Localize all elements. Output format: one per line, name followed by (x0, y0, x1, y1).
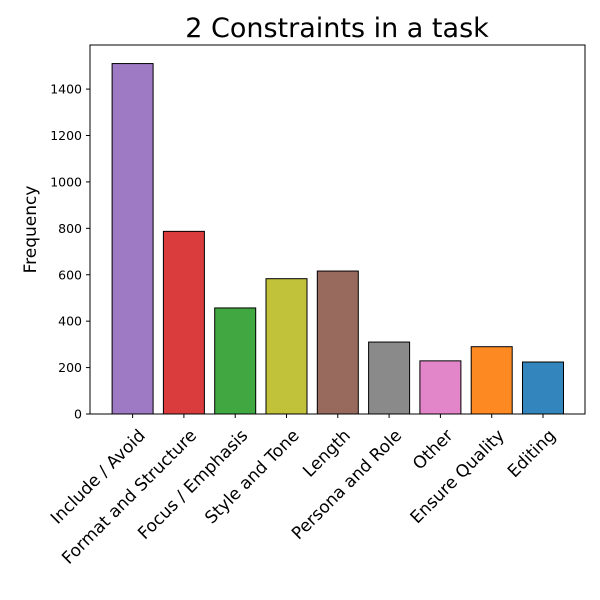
plot-frame (89, 44, 586, 415)
y-tick-label: 200 (58, 360, 82, 375)
x-tick-label: Editing (504, 426, 560, 482)
bar-4 (316, 270, 359, 415)
y-tick-label: 400 (58, 314, 82, 329)
y-tick-label: 1400 (50, 82, 82, 97)
bar-3 (265, 278, 308, 415)
bars-group (111, 63, 564, 415)
y-axis-label: Frequency (21, 186, 41, 274)
x-tick-label: Style and Tone (201, 426, 303, 528)
bar-8 (522, 361, 564, 415)
y-tick-label: 1200 (50, 128, 82, 143)
bar-0 (111, 63, 154, 415)
x-tick-label: Ensure Quality (407, 426, 509, 528)
y-tick-label: 0 (74, 407, 82, 422)
bar-5 (368, 341, 411, 415)
x-tick-label: Other (409, 426, 457, 474)
chart-title: 2 Constraints in a task (185, 13, 489, 44)
bar-2 (214, 307, 257, 415)
y-tick-label: 800 (58, 221, 82, 236)
y-axis-ticks: 0 200 400 600 800 1000 1200 1400 (50, 82, 90, 422)
bar-7 (470, 346, 513, 415)
bar-6 (419, 360, 462, 415)
bar-1 (162, 230, 205, 415)
y-tick-label: 1000 (50, 174, 82, 189)
y-tick-label: 600 (58, 267, 82, 282)
